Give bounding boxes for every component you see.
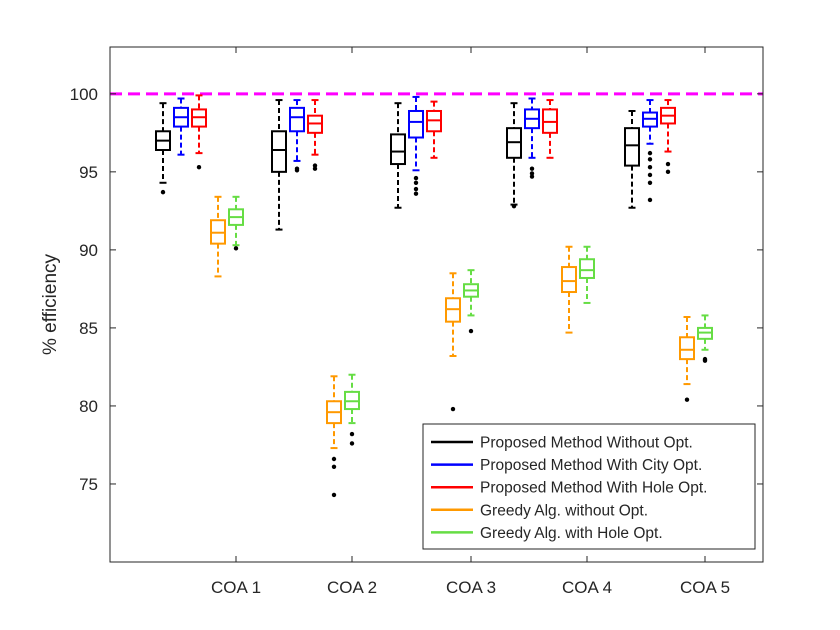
box xyxy=(408,95,424,196)
box xyxy=(642,99,658,203)
axis-ticks: 75 80 85 90 95 100 COA 1 COA 2 COA 3 COA 4 COA 5 xyxy=(70,47,763,597)
outlier-point xyxy=(312,166,318,171)
legend-box xyxy=(422,423,756,550)
box xyxy=(173,97,189,156)
box xyxy=(307,99,323,171)
box-body xyxy=(408,109,424,139)
x-tick-label: COA 2 xyxy=(327,578,377,597)
x-tick-label: COA 4 xyxy=(562,578,612,597)
outlier-point xyxy=(647,164,653,170)
legend-label: Greedy Alg. with Hole Opt. xyxy=(480,525,663,542)
outlier-point xyxy=(529,166,535,171)
plot-area xyxy=(110,92,763,498)
box-body xyxy=(679,336,695,361)
box-body xyxy=(561,266,577,294)
y-tick-label: 80 xyxy=(79,397,98,416)
box xyxy=(210,195,226,278)
box xyxy=(624,109,640,209)
box xyxy=(289,99,305,173)
legend-label: Greedy Alg. without Opt. xyxy=(480,502,648,519)
box xyxy=(445,272,461,412)
box xyxy=(463,269,479,334)
outlier-point xyxy=(294,168,300,173)
box-body xyxy=(624,127,640,167)
legend: Proposed Method Without Opt. Proposed Met… xyxy=(422,423,756,550)
box xyxy=(561,245,577,334)
legend-label: Proposed Method With City Opt. xyxy=(480,457,702,474)
box xyxy=(426,100,442,159)
outlier-point xyxy=(312,163,318,168)
box xyxy=(524,97,540,179)
outlier-point xyxy=(647,172,653,178)
box xyxy=(326,375,342,498)
axes-frame xyxy=(109,46,764,563)
box xyxy=(697,314,713,363)
outlier-point xyxy=(331,492,337,498)
y-tick-label: 90 xyxy=(79,241,98,260)
outlier-point xyxy=(702,358,708,363)
box-body xyxy=(289,106,305,133)
box-body xyxy=(390,133,406,166)
box xyxy=(679,315,695,402)
x-tick-label: COA 1 xyxy=(211,578,261,597)
box xyxy=(390,102,406,209)
outlier-point xyxy=(413,191,419,196)
box xyxy=(660,99,676,175)
legend-label: Proposed Method Without Opt. xyxy=(480,435,693,452)
y-tick-label: 85 xyxy=(79,319,98,338)
box xyxy=(271,99,287,231)
outlier-point xyxy=(450,406,456,412)
legend-label: Proposed Method With Hole Opt. xyxy=(480,480,707,497)
outlier-point xyxy=(331,456,337,462)
box xyxy=(344,373,360,446)
box xyxy=(579,245,595,304)
outlier-point xyxy=(413,175,419,181)
y-axis-label: % efficiency xyxy=(40,253,61,355)
x-tick-label: COA 3 xyxy=(446,578,496,597)
outlier-point xyxy=(413,180,419,185)
outlier-point xyxy=(647,197,653,203)
outlier-point xyxy=(468,328,474,334)
outlier-point xyxy=(647,180,653,185)
outlier-point xyxy=(511,203,517,209)
box xyxy=(155,102,171,195)
outlier-point xyxy=(647,150,653,156)
box-body xyxy=(271,130,287,173)
outlier-point xyxy=(413,186,419,192)
box xyxy=(542,99,558,159)
outlier-point xyxy=(196,164,202,170)
outlier-point xyxy=(233,246,239,251)
y-tick-label: 95 xyxy=(79,163,98,182)
outlier-point xyxy=(647,157,653,162)
box-body xyxy=(579,258,595,279)
outlier-point xyxy=(529,174,535,179)
box xyxy=(506,102,522,209)
box xyxy=(228,195,244,251)
outlier-point xyxy=(349,441,355,446)
outlier-point xyxy=(349,431,355,437)
y-tick-label: 75 xyxy=(79,475,98,494)
outlier-point xyxy=(665,161,671,167)
y-tick-label: 100 xyxy=(70,85,98,104)
x-tick-label: COA 5 xyxy=(680,578,730,597)
outlier-point xyxy=(160,189,166,195)
outlier-point xyxy=(684,397,690,402)
outlier-point xyxy=(529,171,535,176)
box xyxy=(191,94,207,170)
outlier-point xyxy=(665,169,671,175)
outlier-point xyxy=(331,464,337,470)
